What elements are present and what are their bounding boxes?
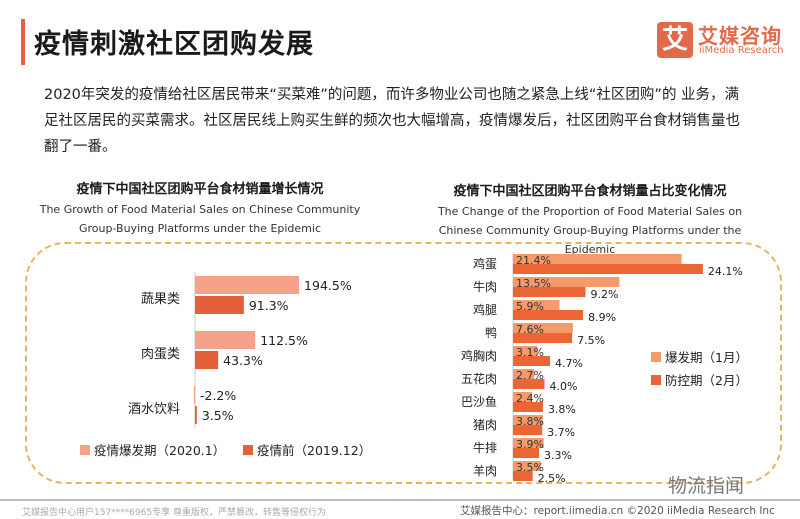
intro-paragraph: 2020年突发的疫情给社区居民带来“买菜难”的问题，而许多物业公司也随之紧急上线…	[44, 87, 740, 155]
logo-en: iiMedia Research	[699, 45, 784, 56]
right-bar	[513, 300, 560, 310]
footer-divider	[0, 499, 800, 501]
logo-mark: 艾	[657, 22, 693, 58]
right-bar	[513, 277, 620, 287]
left-bar-value: 194.5%	[304, 278, 352, 293]
right-category-label: 猪肉	[473, 418, 497, 432]
right-category-label: 鸡腿	[473, 302, 497, 317]
right-category-label: 鸭	[485, 326, 497, 340]
right-bar	[513, 333, 573, 343]
right-bar-value: 24.1%	[708, 265, 743, 278]
left-legend-swatch	[80, 445, 90, 455]
right-bar	[513, 310, 584, 320]
right-bar	[513, 254, 682, 264]
footer-source: 艾媒报告中心：report.iimedia.cn ©2020 iiMedia R…	[460, 505, 775, 517]
right-bar	[513, 287, 586, 297]
right-bar	[513, 369, 535, 379]
title-accent-bar	[21, 19, 25, 65]
left-category-label: 酒水饮料	[128, 402, 180, 417]
left-bar-value: 91.3%	[249, 298, 289, 313]
chart-frame	[25, 242, 782, 484]
right-bar-value: 3.8%	[548, 403, 576, 416]
right-bar-value: 4.0%	[550, 380, 578, 393]
right-bar	[513, 392, 532, 402]
right-bar-value: 3.3%	[544, 449, 572, 462]
right-category-label: 羊肉	[473, 463, 497, 478]
left-legend-label: 疫情爆发期（2020.1）	[94, 443, 225, 458]
left-bar-value: 3.5%	[202, 408, 234, 423]
right-bar-value: 2.4%	[516, 392, 544, 405]
left-legend-swatch	[243, 445, 253, 455]
right-bar	[513, 323, 573, 333]
left-bar	[195, 406, 197, 424]
right-category-label: 鸡胸肉	[461, 348, 497, 363]
right-bar	[513, 438, 544, 448]
left-bar	[195, 331, 256, 349]
right-bar-value: 3.8%	[516, 415, 544, 428]
watermark: 物流指闻	[668, 475, 745, 497]
right-legend-label: 防控期（2月）	[665, 373, 748, 388]
right-bar	[513, 346, 538, 356]
left-category-label: 肉蛋类	[141, 347, 180, 362]
right-bar-value: 3.7%	[547, 426, 575, 439]
right-bar-value: 9.2%	[590, 288, 618, 301]
left-bar	[195, 351, 219, 369]
right-category-label: 牛肉	[473, 279, 497, 294]
left-chart-title: 疫情下中国社区团购平台食材销量增长情况	[76, 182, 324, 197]
left-legend-label: 疫情前（2019.12）	[257, 443, 371, 458]
logo-cn: 艾媒咨询	[698, 24, 782, 48]
left-bar	[195, 296, 244, 314]
right-bar	[513, 379, 545, 389]
right-bar-value: 3.1%	[516, 346, 544, 359]
right-category-label: 牛排	[473, 440, 497, 455]
right-category-label: 五花肉	[461, 371, 497, 386]
right-bar-value: 3.5%	[516, 461, 544, 474]
right-bar-value: 2.5%	[538, 472, 566, 485]
left-category-label: 蔬果类	[141, 292, 180, 307]
left-bar-value: 112.5%	[260, 333, 308, 348]
left-bar	[193, 386, 195, 404]
right-chart-subtitle: The Change of the Proportion of Food Mat…	[437, 205, 743, 256]
right-bar	[513, 264, 703, 274]
right-legend-label: 爆发期（1月）	[665, 350, 748, 365]
right-bar-value: 3.9%	[516, 438, 544, 451]
right-bar	[513, 425, 543, 435]
right-bar	[513, 402, 543, 412]
right-legend-swatch	[651, 352, 661, 362]
page-title: 疫情刺激社区团购发展	[34, 29, 314, 60]
left-chart-subtitle: The Growth of Food Material Sales on Chi…	[39, 203, 361, 235]
right-bar-value: 8.9%	[588, 311, 616, 324]
right-bar	[513, 415, 543, 425]
left-bar-value: -2.2%	[200, 388, 236, 403]
right-bar	[513, 448, 540, 458]
right-legend-swatch	[651, 375, 661, 385]
right-bar	[513, 461, 541, 471]
right-bar-value: 7.5%	[577, 334, 605, 347]
right-bar-value: 13.5%	[516, 277, 551, 290]
logo: 艾 艾媒咨询 iiMedia Research	[657, 20, 784, 60]
right-bar-value: 21.4%	[516, 254, 551, 267]
left-bar	[195, 276, 300, 294]
right-category-label: 巴沙鱼	[461, 395, 497, 409]
footer-copyright: 艾媒报告中心用户157****6965专享 尊重版权，严禁篡改，转售等侵权行为	[22, 508, 326, 518]
right-chart-title: 疫情下中国社区团购平台食材销量占比变化情况	[453, 184, 727, 199]
left-bar-value: 43.3%	[223, 353, 263, 368]
right-bar-value: 2.7%	[516, 369, 544, 382]
right-bar-value: 5.9%	[516, 300, 544, 313]
right-bar-value: 7.6%	[516, 323, 544, 336]
right-category-label: 鸡蛋	[473, 256, 497, 271]
right-bar	[513, 356, 551, 366]
right-bar-value: 4.7%	[555, 357, 583, 370]
right-bar	[513, 471, 533, 481]
